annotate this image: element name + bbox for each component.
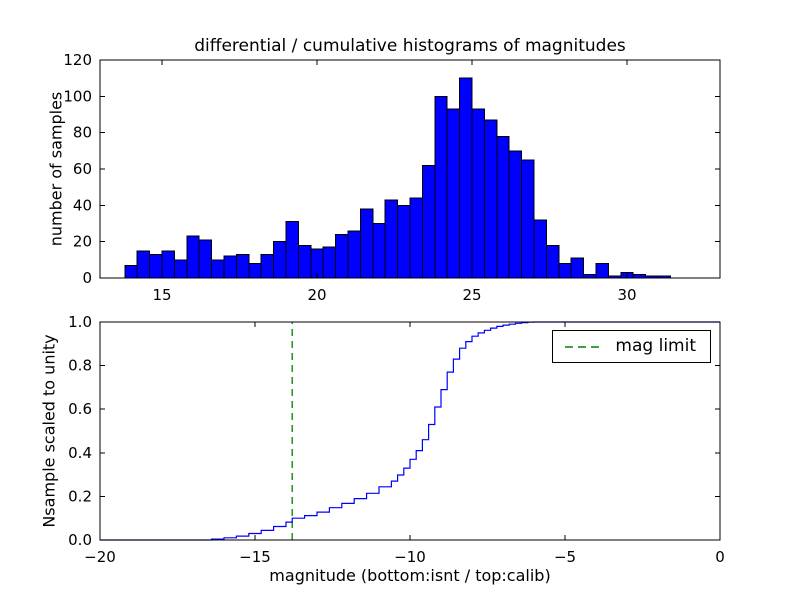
histogram-bar [322,246,337,279]
x-tick-label: 0 [715,548,725,566]
histogram-bar [273,241,287,279]
histogram-bar [446,108,461,279]
histogram-bar [483,119,498,279]
histogram-bar [173,259,188,279]
histogram-bar [124,264,138,279]
y-axis-label-top: number of samples [46,91,66,247]
y-tick-label: 0 [82,269,92,287]
y-tick-label: 0.4 [68,444,92,462]
histogram-bar [297,244,312,279]
histogram-bar [533,219,547,279]
y-tick-label: 1.0 [68,313,92,331]
y-tick-label: 40 [73,196,92,214]
histogram-bar [583,273,597,279]
histogram-bar [508,150,523,279]
histogram-bar [409,197,423,279]
histogram-bar [223,255,237,279]
x-tick-label: 30 [617,286,636,304]
legend: mag limit [552,330,711,363]
histogram-bar [558,262,572,279]
histogram-bar [521,159,535,279]
y-tick-label: 100 [63,87,92,105]
histogram-bar [434,95,448,279]
cumulative-line [100,321,720,541]
histogram-bar [235,253,250,279]
histogram-bar [397,204,411,279]
x-tick-label: −10 [394,548,426,566]
x-axis-label: magnitude (bottom:isnt / top:calib) [269,566,551,585]
histogram-bar [570,257,585,279]
x-tick-label: 25 [462,286,481,304]
histogram-bar [359,208,374,279]
histogram-bar [595,262,609,279]
x-tick-label: −15 [239,548,271,566]
histogram-bar [161,250,175,279]
histogram-bar [545,244,560,279]
x-tick-label: 15 [152,286,171,304]
x-tick-label: −20 [84,548,116,566]
axes-frame [99,59,721,279]
histogram-bar [198,239,213,279]
y-tick-label: 0.6 [68,400,92,418]
y-tick-label: 0.2 [68,487,92,505]
y-tick-label: 0.0 [68,531,92,549]
histogram-bar [335,233,349,279]
x-tick-label: −5 [554,548,576,566]
histogram-bar [496,135,510,279]
y-axis-label-bottom: Nsample scaled to unity [39,334,59,528]
histogram-bar [471,108,485,279]
histogram-bar [632,273,647,279]
y-tick-label: 60 [73,160,92,178]
x-tick-label: 20 [307,286,326,304]
histogram-bar [459,77,473,279]
mag-limit-legend-line-icon [565,345,604,348]
axes-frame [99,321,721,541]
histogram-bar [285,221,299,279]
y-tick-label: 0.8 [68,357,92,375]
histogram-bar [347,230,361,279]
histogram-bar [136,250,151,279]
histogram-bar [421,164,436,279]
y-tick-label: 80 [73,124,92,142]
histogram-bar [372,223,386,279]
histogram-bar [186,235,200,279]
legend-label: mag limit [615,336,696,356]
histogram-bar [260,253,275,279]
figure-title: differential / cumulative histograms of … [194,36,626,56]
y-tick-label: 20 [73,233,92,251]
histogram-bar [149,253,163,279]
histogram-bar [248,262,262,279]
histogram-bar [211,259,225,279]
histogram-bar [384,199,399,279]
y-tick-label: 120 [63,51,92,69]
